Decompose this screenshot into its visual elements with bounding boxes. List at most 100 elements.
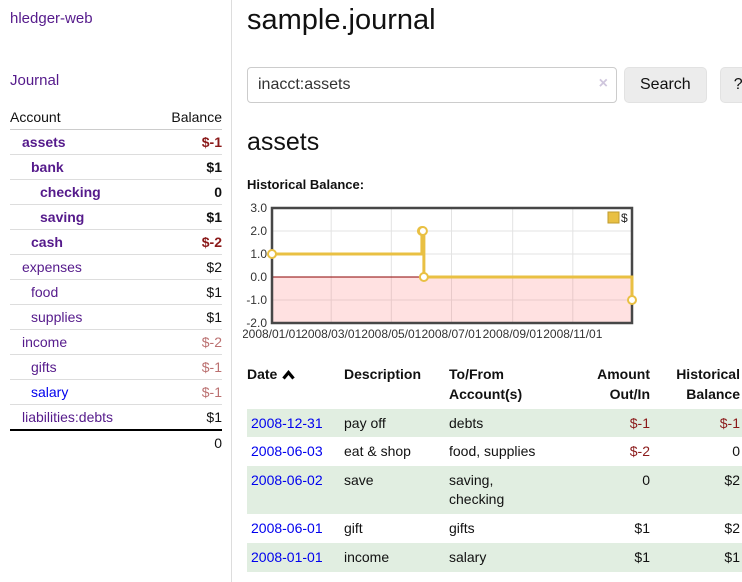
- negative-region: [272, 277, 632, 323]
- transaction-description: gift: [344, 520, 363, 537]
- sidebar-item-journal[interactable]: Journal: [10, 72, 60, 89]
- register-header-row: Date Description To/From Account(s) Amount …: [247, 362, 742, 409]
- transaction-accounts: saving, checking: [449, 472, 505, 508]
- register-col-header: Historical Balance: [676, 366, 740, 403]
- account-link[interactable]: salary: [31, 384, 69, 400]
- search-button[interactable]: Search: [624, 67, 707, 103]
- chart-title: Historical Balance:: [247, 177, 365, 192]
- accounts-header-account: Account: [10, 105, 153, 130]
- account-link[interactable]: expenses: [22, 259, 82, 275]
- transaction-date-link[interactable]: 2008-06-01: [251, 520, 323, 537]
- account-balance: $1: [152, 204, 222, 230]
- register-col-header: To/From Account(s): [449, 366, 523, 403]
- transaction-date-link[interactable]: 2008-06-02: [251, 472, 323, 489]
- transaction-amount: $-2: [629, 443, 650, 460]
- help-button[interactable]: ?: [719, 67, 742, 103]
- transaction-balance: $2: [724, 472, 740, 489]
- account-link[interactable]: supplies: [31, 309, 83, 325]
- account-link[interactable]: income: [22, 334, 68, 350]
- transaction-description: pay off: [344, 414, 386, 431]
- account-row: expenses $2: [10, 254, 222, 280]
- page-title: sample.journal: [247, 4, 436, 36]
- y-axis-tick-label: 2.0: [250, 224, 267, 238]
- transaction-accounts: gifts: [449, 520, 475, 537]
- search-bar: × Search ?: [247, 67, 742, 103]
- account-row: income $-2: [10, 329, 222, 355]
- account-balance: $-2: [152, 329, 222, 355]
- transaction-balance: $2: [724, 520, 740, 537]
- account-link[interactable]: cash: [31, 234, 63, 250]
- x-axis-tick-label: 2008/03/01: [301, 327, 361, 341]
- transaction-date-link[interactable]: 2008-01-01: [251, 549, 323, 566]
- y-axis-tick-label: -2.0: [246, 316, 267, 330]
- x-axis-tick-label: 2008/09/01: [483, 327, 543, 341]
- app-title-link[interactable]: hledger-web: [10, 10, 93, 27]
- account-heading: assets: [247, 128, 320, 156]
- account-row: checking 0: [10, 179, 222, 205]
- transaction-description: eat & shop: [344, 443, 411, 460]
- account-row: supplies $1: [10, 304, 222, 330]
- transaction-description: income: [344, 549, 390, 566]
- account-link[interactable]: checking: [40, 184, 101, 200]
- transaction-row: 2008-01-01 income salary $1 $1: [247, 543, 742, 572]
- account-row: saving $1: [10, 204, 222, 230]
- transaction-description: save: [344, 472, 374, 489]
- x-axis-tick-label: 2008/05/01: [361, 327, 421, 341]
- account-row: bank $1: [10, 154, 222, 180]
- clear-search-icon[interactable]: ×: [598, 75, 608, 92]
- legend-label: $: [621, 211, 628, 225]
- search-input[interactable]: [247, 67, 617, 103]
- data-point-marker: [267, 249, 277, 259]
- search-box: ×: [247, 67, 617, 103]
- transaction-row: 2008-06-03 eat & shop food, supplies $-2 0: [247, 437, 742, 466]
- x-axis-tick-label: 2008/01/01: [243, 327, 302, 341]
- transaction-accounts: debts: [449, 414, 484, 431]
- account-row: gifts $-1: [10, 354, 222, 380]
- accounts-header-balance: Balance: [152, 105, 222, 130]
- accounts-total-row: 0: [10, 429, 222, 455]
- data-point-marker: [418, 272, 429, 282]
- account-balance: $-1: [152, 129, 222, 155]
- accounts-table: Account Balance assets $-1 bank $1 checking 0…: [10, 105, 222, 455]
- x-axis-tick-label: 2008/07/01: [421, 327, 481, 341]
- register-table: Date Description To/From Account(s) Amount …: [247, 362, 742, 572]
- accounts-total-balance: 0: [152, 429, 222, 455]
- account-link[interactable]: food: [31, 284, 59, 300]
- transaction-accounts: food, supplies: [449, 443, 536, 460]
- x-axis-tick-label: 2008/11/01: [543, 327, 602, 341]
- transaction-row: 2008-06-02 save saving, checking 0 $2: [247, 466, 742, 515]
- account-balance: $2: [152, 254, 222, 280]
- account-link[interactable]: bank: [31, 159, 64, 175]
- transaction-amount: 0: [642, 472, 650, 489]
- account-link[interactable]: assets: [22, 134, 66, 150]
- historical-balance-chart[interactable]: $3.0 2.0 1.0 0.0 -1.0 -2.0 2008/01/01 2008/03/0…: [242, 200, 643, 350]
- sidebar: hledger-web Journal Account Balance asse…: [0, 0, 232, 582]
- account-link[interactable]: saving: [40, 209, 85, 225]
- transaction-date-link[interactable]: 2008-12-31: [251, 414, 323, 431]
- plot-border: [270, 206, 634, 325]
- register-col-header[interactable]: Date: [247, 362, 344, 409]
- y-axis-tick-label: 0.0: [250, 270, 267, 284]
- main-content: sample.journal × Search ? assets Histori…: [232, 0, 742, 582]
- transaction-balance: $1: [724, 549, 740, 566]
- transaction-accounts: salary: [449, 549, 487, 566]
- account-balance: $-2: [152, 229, 222, 255]
- legend-swatch: [607, 211, 620, 224]
- account-balance: $1: [152, 404, 222, 431]
- account-row: assets $-1: [10, 129, 222, 155]
- register-col-header: Description: [344, 366, 422, 382]
- account-row: food $1: [10, 279, 222, 305]
- account-balance: $-1: [152, 354, 222, 380]
- account-balance: $1: [152, 279, 222, 305]
- account-balance: 0: [152, 179, 222, 205]
- transaction-amount: $1: [634, 549, 650, 566]
- sort-ascending-icon[interactable]: [282, 370, 296, 380]
- data-point-marker: [627, 295, 637, 305]
- account-row: liabilities:debts $1: [10, 404, 222, 431]
- account-balance: $1: [152, 304, 222, 330]
- transaction-date-link[interactable]: 2008-06-03: [251, 443, 323, 460]
- account-link[interactable]: gifts: [31, 359, 57, 375]
- account-link[interactable]: liabilities:debts: [22, 409, 114, 425]
